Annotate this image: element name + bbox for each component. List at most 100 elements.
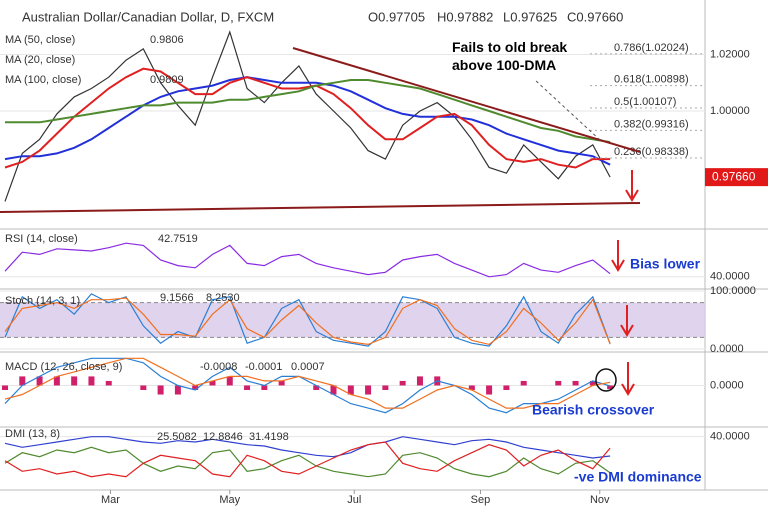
legend-value: 25.5082 [157, 431, 197, 443]
series-line [4, 67, 611, 169]
trend-line [292, 47, 641, 153]
histogram-bar [382, 385, 389, 390]
panel-frames [0, 0, 768, 491]
histogram-bar [399, 380, 406, 386]
arrow [611, 240, 625, 272]
fib-label: 0.618(1.00898) [614, 74, 689, 86]
panel-title: MACD (12, 26, close, 9) [5, 361, 122, 373]
y-tick-label: 0.0000 [710, 379, 744, 391]
fib-label: 0.786(1.02024) [614, 42, 689, 54]
legend-value: -0.0001 [245, 361, 282, 373]
trend-line [0, 202, 641, 213]
histogram-bar [347, 385, 354, 395]
x-tick-label: Sep [471, 494, 491, 506]
legend-name: MA (50, close) [5, 34, 75, 46]
last-price-label: 0.97660 [712, 169, 756, 183]
series-line [4, 441, 611, 478]
y-tick-label: 1.00000 [710, 105, 750, 117]
plot-layer: Mar May Jul Sep Nov 1.02000 1.00000 40.0000 42.7… [0, 30, 768, 506]
legend-value: 0.9806 [150, 34, 184, 46]
fib-label: 0.5(1.00107) [614, 96, 676, 108]
series-line [5, 79, 611, 144]
legend-value: 31.4198 [249, 431, 289, 443]
histogram-bar [192, 385, 199, 390]
legend-name: MA (100, close) [5, 74, 81, 86]
stoch-band [0, 302, 705, 338]
legend-value: 9.1566 [160, 292, 194, 304]
x-tick-label: May [219, 494, 240, 506]
histogram-bar [607, 385, 614, 390]
histogram-bar [53, 376, 60, 386]
series-line [4, 297, 611, 346]
highlight-circle [595, 368, 617, 392]
legend-value: 12.8846 [203, 431, 243, 443]
series-line [4, 357, 611, 409]
histogram-bar [589, 380, 596, 386]
legend-name: MA (20, close) [5, 54, 75, 66]
histogram-bar [555, 380, 562, 386]
annotation: Bearish crossover [532, 402, 655, 418]
histogram-bar [520, 380, 527, 386]
histogram-bar [244, 385, 251, 390]
x-tick-label: Mar [101, 494, 120, 506]
legend-value: 42.7519 [158, 233, 198, 245]
legend-value: 0.9809 [150, 74, 184, 86]
arrow [620, 305, 634, 337]
ohlc-low: L0.97625 [503, 9, 557, 24]
annotation: -ve DMI dominance [574, 469, 702, 485]
histogram-bar [105, 380, 112, 386]
annotation-box: Fails to old break above 100-DMA [452, 39, 568, 73]
histogram-bar [140, 385, 147, 390]
histogram-bar [278, 380, 285, 386]
arrow [625, 170, 639, 202]
legend-value: 8.2530 [206, 292, 240, 304]
arrow [621, 362, 635, 396]
x-tick-label: Jul [347, 494, 361, 506]
series-line [4, 293, 611, 347]
histogram-bar [88, 376, 95, 386]
series-line [4, 357, 611, 414]
panel-title: RSI (14, close) [5, 233, 78, 245]
histogram-bar [209, 380, 216, 386]
ohlc-open: O0.97705 [368, 9, 425, 24]
panel-title: DMI (13, 8) [5, 428, 60, 440]
histogram-bar [486, 385, 493, 395]
last-price-box [705, 168, 768, 187]
annotation: Fails to old break above 100-DMA [452, 39, 568, 73]
histogram-bar [416, 376, 423, 386]
ohlc-close: C0.97660 [567, 9, 623, 24]
ohlc-high: H0.97882 [437, 9, 493, 24]
series-line [4, 446, 611, 478]
histogram-bar [226, 376, 233, 386]
series-line [4, 76, 611, 166]
histogram-bar [468, 385, 475, 390]
chart-title: Australian Dollar/Canadian Dollar, D, FX… [22, 9, 274, 24]
histogram-bar [19, 376, 26, 386]
y-tick-label: 40.0000 [710, 271, 750, 283]
series-line [4, 436, 611, 459]
histogram-bar [503, 385, 510, 390]
histogram-bar [365, 385, 372, 395]
histogram-bar [313, 385, 320, 390]
annotation: Bias lower [630, 256, 701, 272]
histogram-bar [157, 385, 164, 395]
histogram-bar [71, 376, 78, 386]
y-tick-label: 1.02000 [710, 48, 750, 60]
legend-value: 0.0007 [291, 361, 325, 373]
histogram-bar [174, 385, 181, 395]
y-tick-label: 100.0000 [710, 285, 756, 297]
series-line [4, 242, 611, 278]
histogram-bar [330, 385, 337, 395]
histogram-bar [572, 380, 579, 386]
x-tick-label: Nov [590, 494, 610, 506]
price-line [4, 30, 611, 202]
fib-label: 0.382(0.99316) [614, 118, 689, 130]
y-tick-label: 0.0000 [710, 343, 744, 355]
histogram-bar [2, 385, 8, 390]
y-tick-label: 40.0000 [710, 431, 750, 443]
histogram-bar [36, 376, 43, 386]
histogram-bar [261, 385, 268, 390]
